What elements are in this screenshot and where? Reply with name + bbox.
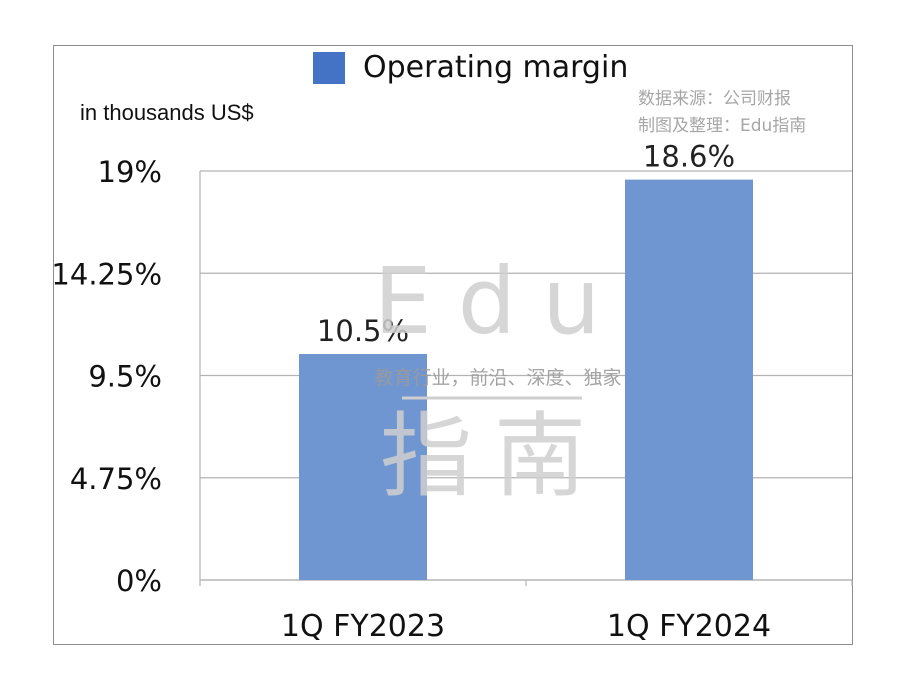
data-label: 18.6% bbox=[643, 140, 735, 174]
y-tick-label: 9.5% bbox=[88, 360, 162, 394]
bar bbox=[299, 353, 427, 580]
watermark-edu: Edu bbox=[374, 248, 627, 355]
legend-swatch bbox=[313, 51, 345, 84]
watermark-zhinan: 指南 bbox=[380, 403, 608, 510]
watermark-tagline: 教育行业，前沿、深度、独家 bbox=[374, 367, 621, 389]
unit-label: in thousands US$ bbox=[80, 100, 254, 125]
data-label: 10.5% bbox=[317, 314, 409, 348]
legend: Operating margin bbox=[313, 50, 628, 85]
source-line-2: 制图及整理：Edu指南 bbox=[638, 116, 807, 136]
y-tick-label: 14.25% bbox=[51, 257, 162, 291]
y-tick-label: 0% bbox=[116, 564, 162, 598]
legend-label: Operating margin bbox=[363, 50, 629, 85]
chart-frame bbox=[53, 45, 853, 645]
source-line-1: 数据来源：公司财报 bbox=[638, 89, 791, 109]
y-tick-label: 4.75% bbox=[70, 462, 162, 496]
y-tick-label: 19% bbox=[98, 155, 162, 189]
x-tick-label: 1Q FY2024 bbox=[607, 609, 771, 644]
bar bbox=[625, 179, 753, 580]
source-note: 数据来源：公司财报 制图及整理：Edu指南 bbox=[638, 86, 806, 140]
x-tick-label: 1Q FY2023 bbox=[281, 609, 445, 644]
